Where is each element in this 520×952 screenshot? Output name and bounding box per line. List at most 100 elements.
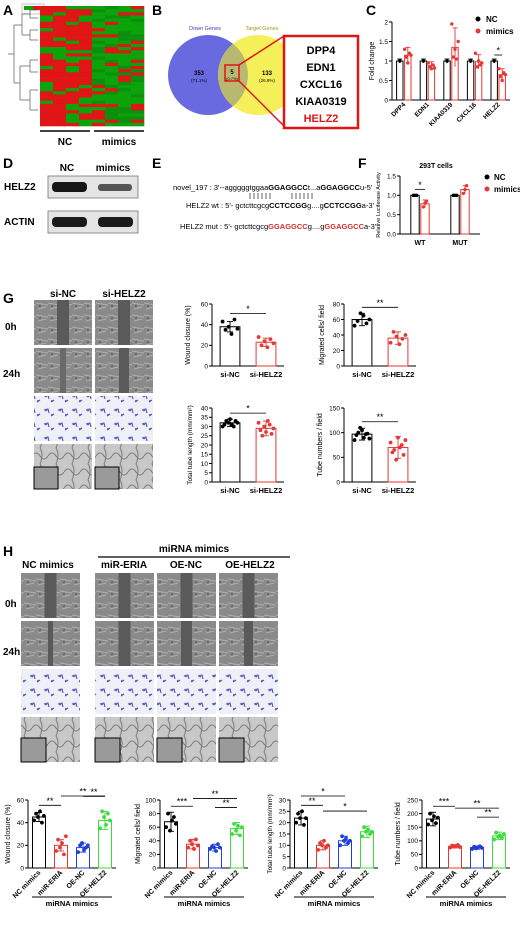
x-tick-label: OE-NC <box>328 869 349 890</box>
heatmap-key-green <box>24 6 33 10</box>
data-point <box>186 845 191 850</box>
data-point <box>34 811 38 816</box>
significance-label: ** <box>79 787 87 797</box>
gene-cxcl16: CXCL16 <box>300 79 342 91</box>
data-point <box>188 838 192 843</box>
x-tick-label: NC mimics <box>274 869 305 900</box>
data-point <box>166 811 170 816</box>
panel-g-letter: G <box>3 290 14 306</box>
chart-h-tube-length: 0 5 10 15 20 25 30 Total tube length (mm/mm²)NC… <box>267 787 378 908</box>
heatmap-cell <box>118 75 132 79</box>
y-tick-label: 80 <box>333 301 341 308</box>
heatmap-cell <box>79 50 93 54</box>
heatmap-cell <box>40 84 54 89</box>
heatmap-cell <box>105 21 119 26</box>
heatmap-cell <box>53 15 67 19</box>
bar <box>419 60 428 101</box>
heatmap-cell <box>131 31 145 35</box>
data-point <box>236 823 240 828</box>
blot-actin-membrane <box>47 210 139 234</box>
data-point <box>269 432 274 436</box>
legend-c-mimics-marker <box>475 28 481 34</box>
heatmap-cell <box>92 84 106 89</box>
heatmap-cell <box>79 40 93 45</box>
y-axis-label: Relative Luciferase Activity <box>376 172 382 238</box>
heatmap-cell <box>92 94 106 98</box>
data-point <box>38 809 42 814</box>
h-tube-inset <box>20 737 47 763</box>
data-point <box>100 809 104 814</box>
heatmap-cell <box>131 28 145 32</box>
data-point <box>457 845 462 849</box>
data-point <box>302 823 306 827</box>
data-point <box>397 342 402 347</box>
heatmap-cell <box>79 119 93 124</box>
y-tick-label: 20 <box>333 348 341 355</box>
heatmap-cell <box>92 37 106 42</box>
data-point <box>464 183 469 188</box>
heatmap-cell <box>131 113 145 117</box>
heatmap-cell <box>118 113 132 117</box>
heatmap-cell <box>92 12 106 16</box>
heatmap-cell <box>79 47 93 51</box>
y-tick-label: 100 <box>329 430 340 437</box>
significance-label: ** <box>211 789 219 799</box>
bar <box>410 194 420 235</box>
heatmap-cell <box>92 91 106 95</box>
heatmap <box>40 6 145 127</box>
y-tick-label: 20 <box>279 820 287 827</box>
heatmap-cell <box>131 9 145 13</box>
heatmap-cell <box>40 40 54 45</box>
data-point <box>232 821 236 826</box>
data-point <box>234 828 238 833</box>
y-tick-label: 150 <box>329 405 340 412</box>
heatmap-cell <box>105 31 119 35</box>
data-point <box>80 841 84 845</box>
data-point <box>435 815 440 820</box>
heatmap-cell <box>118 37 132 42</box>
heatmap-cell <box>79 100 93 105</box>
heatmap-cell <box>118 62 132 67</box>
data-point <box>56 837 60 842</box>
heatmap-cell <box>118 69 132 73</box>
h-col-nc-mimics: NC mimics <box>22 560 74 571</box>
y-tick-label: 0 <box>204 479 208 486</box>
heatmap-cell <box>105 40 119 45</box>
panel-b-letter: B <box>152 2 162 18</box>
heatmap-cell <box>66 100 80 105</box>
data-point <box>429 67 434 71</box>
heatmap-cell <box>118 94 132 98</box>
venn-count-right: 133 <box>262 71 273 77</box>
heatmap-cell <box>53 34 67 38</box>
x-tick-label: DPP4 <box>390 101 407 118</box>
y-tick-label: 250 <box>407 797 418 804</box>
heatmap-cell <box>131 34 145 38</box>
legend-c-nc: NC <box>486 15 498 24</box>
x-tick-label: WT <box>415 240 427 247</box>
heatmap-cell <box>79 84 93 89</box>
data-point <box>362 825 366 830</box>
data-point <box>399 443 404 447</box>
data-point <box>267 422 272 427</box>
heatmap-cell <box>79 43 93 48</box>
data-point <box>479 845 484 850</box>
heatmap-cell <box>66 31 80 35</box>
significance-label: ** <box>376 412 384 422</box>
chart-g-wound-closure: 0 20 40 60 Wound closure (%) si-NC si-HELZ2 * <box>185 301 284 379</box>
venn-pct-mid: (0.7%) <box>226 76 238 81</box>
significance-label: * <box>246 404 250 414</box>
heatmap-cell <box>105 119 119 124</box>
x-tick-label: si-NC <box>220 486 240 495</box>
heatmap-cell <box>53 6 67 10</box>
y-tick-label: 200 <box>407 811 418 818</box>
h-row-24h: 24h <box>3 647 20 658</box>
group-label: miRNA mimics <box>440 899 493 908</box>
y-tick-label: 15 <box>201 452 209 459</box>
data-point <box>268 337 273 342</box>
heatmap-cell <box>40 94 54 98</box>
data-point <box>406 61 410 65</box>
data-point <box>217 845 222 850</box>
venn-overlap-highlight <box>224 64 240 82</box>
